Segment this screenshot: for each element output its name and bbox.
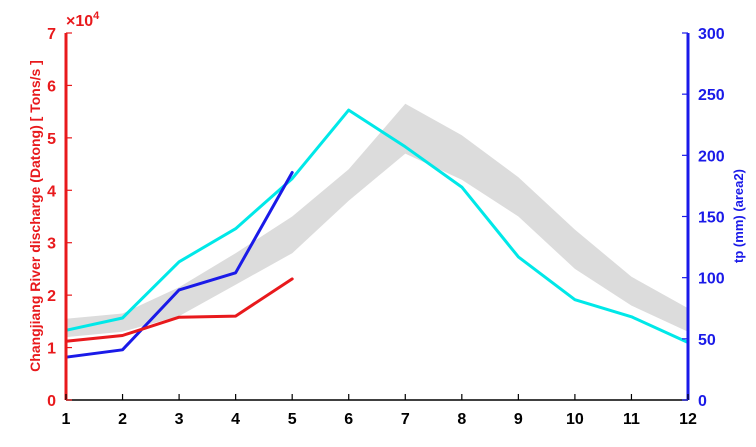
right-tick-label: 0 (698, 393, 707, 410)
axes-layer (64, 33, 690, 401)
left-tick-label: 3 (47, 236, 56, 253)
range-band-layer (66, 103, 688, 338)
right-axis-label: tp (mm) (area2) (731, 169, 746, 263)
right-tick-label: 300 (698, 26, 725, 43)
x-tick-label: 4 (231, 411, 240, 428)
left-tick-label: 4 (47, 183, 56, 200)
series-line-2 (64, 171, 294, 359)
right-tick-label: 200 (698, 148, 725, 165)
left-axis-label: Changjiang River discharge (Datong) [ To… (27, 60, 43, 372)
range-band (66, 103, 688, 338)
x-tick-label: 1 (62, 411, 71, 428)
x-tick-label: 7 (401, 411, 410, 428)
x-tick-label: 9 (514, 411, 523, 428)
right-tick-label: 50 (698, 332, 716, 349)
right-tick-label: 100 (698, 271, 725, 288)
x-tick-label: 6 (344, 411, 353, 428)
left-tick-label: 0 (47, 393, 56, 410)
x-tick-label: 8 (457, 411, 466, 428)
right-tick-label: 150 (698, 210, 725, 227)
x-tick-label: 11 (623, 411, 640, 428)
left-tick-label: 5 (47, 131, 56, 148)
ticks-layer: 1 2 3 4 5 6 7 8 9 10 11 120123456705010015020025030… (47, 26, 725, 428)
left-tick-label: 7 (47, 26, 56, 43)
series-line-1 (64, 108, 690, 344)
x-tick-label: 2 (118, 411, 127, 428)
left-tick-label: 6 (47, 78, 56, 95)
left-tick-label: 2 (47, 288, 56, 305)
series-line-3 (64, 277, 294, 343)
left-axis-multiplier: ×104 (66, 10, 100, 30)
series-layer (64, 108, 690, 359)
x-tick-label: 3 (175, 411, 184, 428)
right-tick-label: 250 (698, 87, 725, 104)
x-tick-label: 10 (566, 411, 584, 428)
x-tick-label: 12 (679, 411, 697, 428)
left-tick-label: 1 (47, 341, 56, 358)
x-tick-label: 5 (288, 411, 297, 428)
